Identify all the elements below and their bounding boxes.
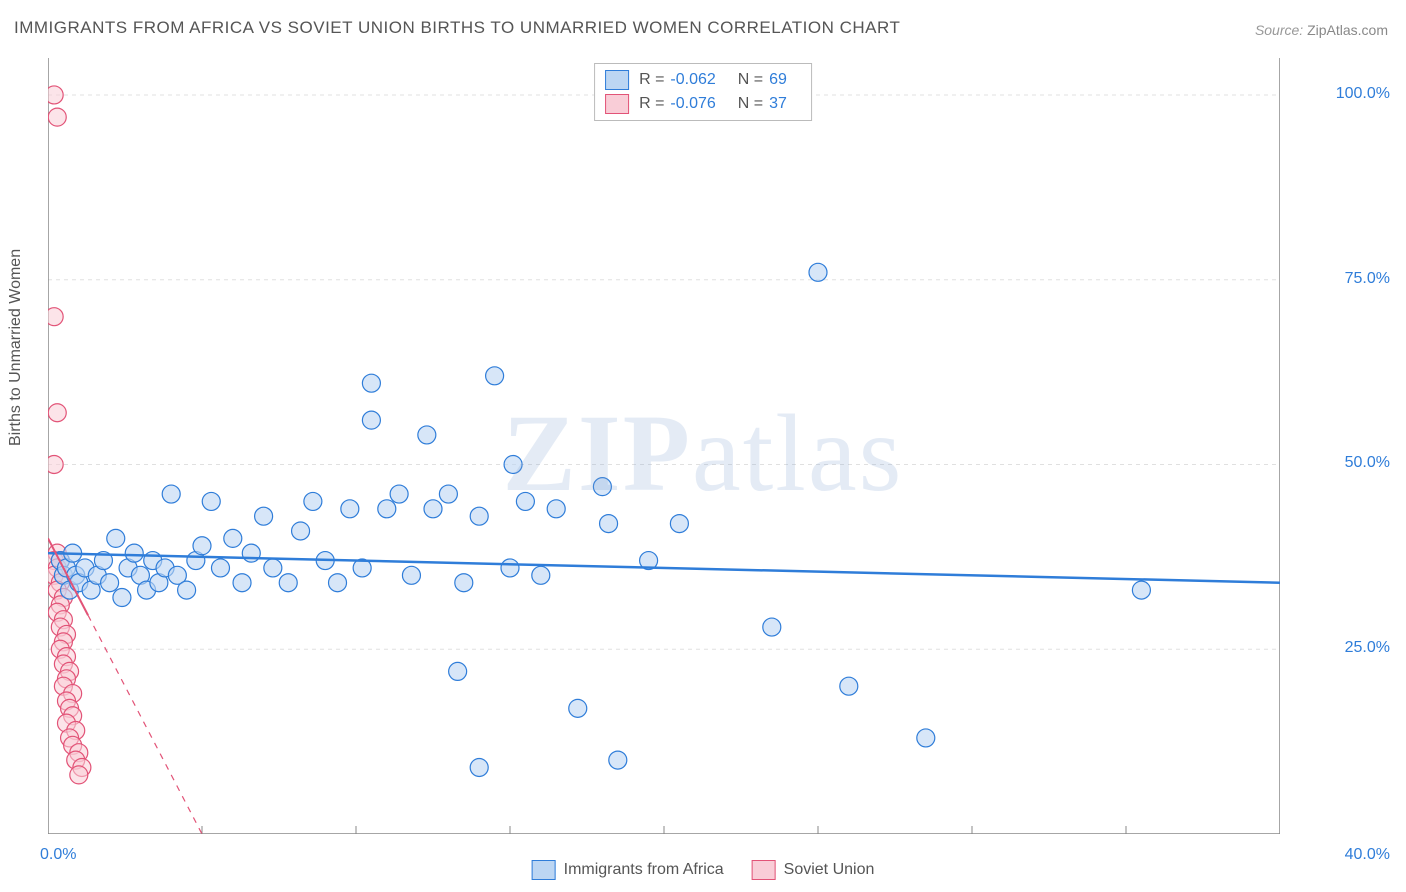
- r-value: -0.062: [670, 68, 715, 92]
- plot-area: [48, 58, 1280, 834]
- y-tick-label: 100.0%: [1336, 85, 1390, 103]
- legend-label: Soviet Union: [784, 861, 875, 879]
- r-value: -0.076: [670, 92, 715, 116]
- stats-row: R = -0.062 N = 69: [605, 68, 799, 92]
- stats-row: R = -0.076 N = 37: [605, 92, 799, 116]
- r-label: R =: [639, 92, 664, 116]
- y-tick-label: 25.0%: [1345, 639, 1390, 657]
- x-tick-label-left: 0.0%: [40, 846, 76, 864]
- legend-label: Immigrants from Africa: [564, 861, 724, 879]
- y-tick-label: 75.0%: [1345, 270, 1390, 288]
- legend-item: Immigrants from Africa: [532, 860, 724, 880]
- legend-item: Soviet Union: [752, 860, 875, 880]
- legend-swatch-icon: [532, 860, 556, 880]
- x-tick-label-right: 40.0%: [1345, 846, 1390, 864]
- r-label: R =: [639, 68, 664, 92]
- scatter-chart-svg: [48, 58, 1280, 834]
- source-label: Source:: [1255, 22, 1303, 38]
- chart-title: IMMIGRANTS FROM AFRICA VS SOVIET UNION B…: [14, 18, 900, 38]
- n-label: N =: [738, 68, 763, 92]
- correlation-stats-box: R = -0.062 N = 69 R = -0.076 N = 37: [594, 63, 812, 121]
- n-value: 37: [769, 92, 787, 116]
- legend-swatch-icon: [752, 860, 776, 880]
- y-axis-label: Births to Unmarried Women: [7, 249, 25, 446]
- bottom-legend: Immigrants from Africa Soviet Union: [532, 860, 875, 880]
- legend-swatch-icon: [605, 94, 629, 114]
- n-label: N =: [738, 92, 763, 116]
- source-value: ZipAtlas.com: [1307, 22, 1388, 38]
- n-value: 69: [769, 68, 787, 92]
- legend-swatch-icon: [605, 70, 629, 90]
- y-tick-label: 50.0%: [1345, 454, 1390, 472]
- source-attribution: Source: ZipAtlas.com: [1255, 22, 1388, 38]
